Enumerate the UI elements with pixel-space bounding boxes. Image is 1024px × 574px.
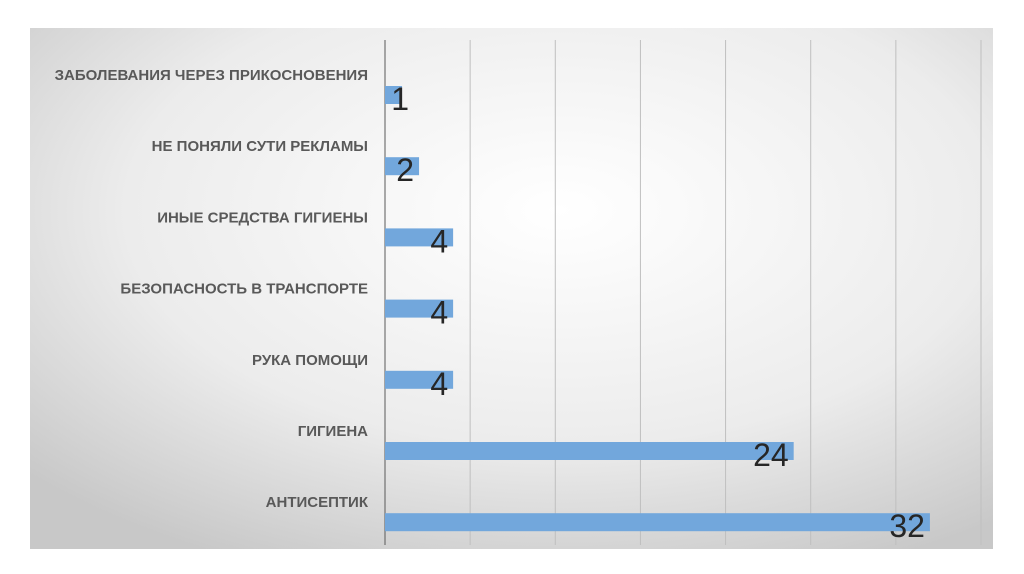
bar — [385, 86, 403, 104]
category-label: БЕЗОПАСНОСТЬ В ТРАНСПОРТЕ — [120, 281, 368, 298]
category-label: ЗАБОЛЕВАНИЯ ЧЕРЕЗ ПРИКОСНОВЕНИЯ — [55, 67, 368, 84]
value-label: 32 — [889, 508, 925, 544]
category-label: ИНЫЕ СРЕДСТВА ГИГИЕНЫ — [157, 209, 368, 226]
bar — [385, 370, 454, 389]
bar — [385, 442, 794, 460]
category-label: ГИГИЕНА — [298, 423, 368, 440]
category-label: АНТИСЕПТИК — [266, 494, 369, 511]
bar — [385, 157, 420, 176]
value-label: 4 — [430, 366, 448, 402]
value-label: 4 — [430, 295, 448, 331]
value-label: 24 — [753, 437, 789, 473]
bar — [385, 228, 454, 247]
category-label: РУКА ПОМОЩИ — [252, 352, 368, 369]
bar — [385, 299, 454, 318]
value-label: 4 — [430, 223, 448, 259]
category-label: НЕ ПОНЯЛИ СУТИ РЕКЛАМЫ — [152, 138, 368, 155]
bar — [385, 513, 930, 532]
value-label: 2 — [396, 152, 414, 188]
value-label: 1 — [391, 81, 409, 117]
plot-background — [30, 28, 993, 549]
